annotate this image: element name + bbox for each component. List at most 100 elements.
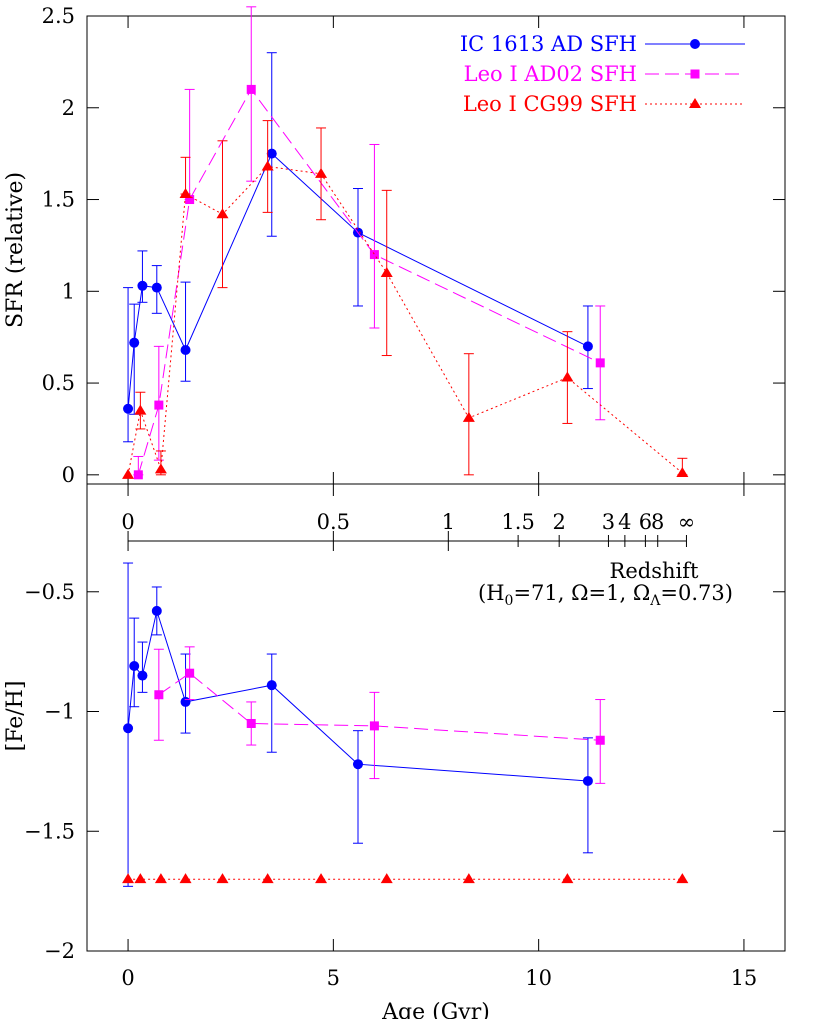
legend-item: Leo I AD02 SFH (464, 62, 745, 86)
sfr-plot-area (122, 6, 689, 480)
feh-error-bar (180, 653, 191, 734)
sfr-y-tick-label: 0 (62, 463, 75, 487)
sfr-data-point (122, 468, 135, 479)
sfr-y-tick-label: 2 (62, 96, 75, 120)
redshift-tick-label: 1 (442, 510, 455, 534)
x-axis-label: Age (Gyr) (381, 1000, 490, 1019)
sfr-data-point (154, 463, 167, 474)
feh-error-bar (369, 691, 380, 780)
sfr-y-tick-label: 2.5 (42, 4, 75, 28)
sfr-data-point (180, 345, 191, 356)
feh-data-point (380, 873, 393, 884)
sfr-series-line-2 (127, 165, 683, 475)
feh-data-point (582, 775, 593, 786)
redshift-tick-label: 3 (602, 510, 615, 534)
sfr-error-bar (246, 6, 257, 182)
sfr-data-point (154, 400, 164, 410)
sfr-error-bar (369, 143, 380, 329)
sfr-data-point (266, 148, 277, 159)
cosmology-prefix: (H (478, 581, 505, 605)
feh-data-point (154, 873, 167, 884)
feh-data-point (134, 873, 147, 884)
sfr-data-point (185, 195, 195, 205)
sfr-panel: 0 0.5 1 1.5 2 2.5 SFR (relative) IC 1613 AD S… (3, 4, 786, 487)
feh-data-point (369, 721, 379, 731)
sfr-data-point (462, 411, 475, 422)
feh-data-point (462, 873, 475, 884)
cosmology-suffix: =0.73) (660, 581, 733, 605)
feh-data-point (246, 718, 256, 728)
redshift-tick-label: 0 (121, 510, 134, 534)
feh-data-point (123, 723, 134, 734)
redshift-tick-label: 8 (651, 510, 664, 534)
feh-plot-frame (86, 483, 786, 952)
sfr-data-point (137, 280, 148, 291)
feh-data-point (561, 873, 574, 884)
sfr-data-point (151, 282, 162, 293)
redshift-tick-label: 1.5 (501, 510, 534, 534)
feh-series-0 (123, 562, 593, 887)
feh-data-point (185, 668, 195, 678)
sfr-data-point (134, 404, 147, 415)
sfr-y-axis-label: SFR (relative) (3, 172, 28, 328)
feh-series-2 (122, 873, 689, 884)
feh-data-point (129, 661, 140, 672)
legend: IC 1613 AD SFH Leo I AD02 SFH Leo I CG99 S… (460, 32, 745, 116)
sfr-data-point (315, 167, 328, 178)
legend-item: Leo I CG99 SFH (463, 92, 745, 116)
feh-data-point (216, 873, 229, 884)
cosmology-lambda-subscript: Λ (649, 593, 661, 609)
sfr-data-point (179, 188, 192, 199)
legend-marker (689, 98, 701, 108)
feh-error-bar (137, 641, 148, 693)
feh-error-bar (266, 653, 277, 753)
sfr-error-bar (266, 52, 277, 237)
sfr-data-point (676, 466, 689, 477)
redshift-tick-label: 2 (552, 510, 565, 534)
redshift-tick-label: ∞ (678, 510, 696, 534)
sfr-data-point (133, 470, 143, 480)
cosmology-h0-subscript: 0 (505, 593, 514, 609)
feh-data-point (137, 670, 148, 681)
sfr-series-line-0 (127, 152, 589, 409)
sfr-y-tick-label: 1 (62, 279, 75, 303)
feh-data-point (266, 680, 277, 691)
redshift-tick-label: 6 (639, 510, 652, 534)
feh-data-point (676, 873, 689, 884)
feh-y-axis-label: [Fe/H] (3, 681, 28, 752)
cosmology-parameters: (H0=71, Ω=1, ΩΛ=0.73) (478, 581, 733, 609)
sfr-error-bar (137, 250, 148, 303)
x-tick-label: 10 (525, 966, 552, 990)
feh-y-tick-label: −2 (44, 939, 75, 963)
feh-data-point (315, 873, 328, 884)
sfr-error-bar (184, 88, 195, 201)
feh-error-bar (582, 737, 593, 854)
sfr-data-point (582, 341, 593, 352)
sfr-y-tick-label: 0.5 (42, 371, 75, 395)
redshift-tick-label: 0.5 (317, 510, 350, 534)
sfr-series-line-1 (137, 88, 601, 475)
legend-item: IC 1613 AD SFH (460, 32, 745, 56)
sfr-data-point (369, 250, 379, 260)
feh-y-tick-label: −0.5 (24, 580, 75, 604)
sfr-data-point (246, 84, 256, 94)
feh-data-point (122, 873, 135, 884)
sfr-data-point (561, 371, 574, 382)
sfr-series-1 (133, 6, 606, 480)
x-tick-label: 15 (731, 966, 758, 990)
sfr-data-point (380, 266, 393, 277)
redshift-axis: 0 0.5 1 1.5 2 3 4 68 ∞ (121, 510, 695, 551)
sfr-data-point (129, 337, 140, 348)
legend-marker (690, 69, 700, 79)
sfr-series-2 (122, 120, 689, 479)
feh-data-point (261, 873, 274, 884)
legend-label: Leo I CG99 SFH (463, 92, 637, 116)
feh-data-point (154, 690, 164, 700)
sfr-plot-frame (86, 15, 786, 485)
redshift-axis-title: Redshift (610, 559, 699, 583)
feh-data-point (151, 605, 162, 616)
feh-y-tick-label: −1.5 (24, 819, 75, 843)
feh-data-point (595, 735, 605, 745)
sfr-data-point (261, 160, 274, 171)
